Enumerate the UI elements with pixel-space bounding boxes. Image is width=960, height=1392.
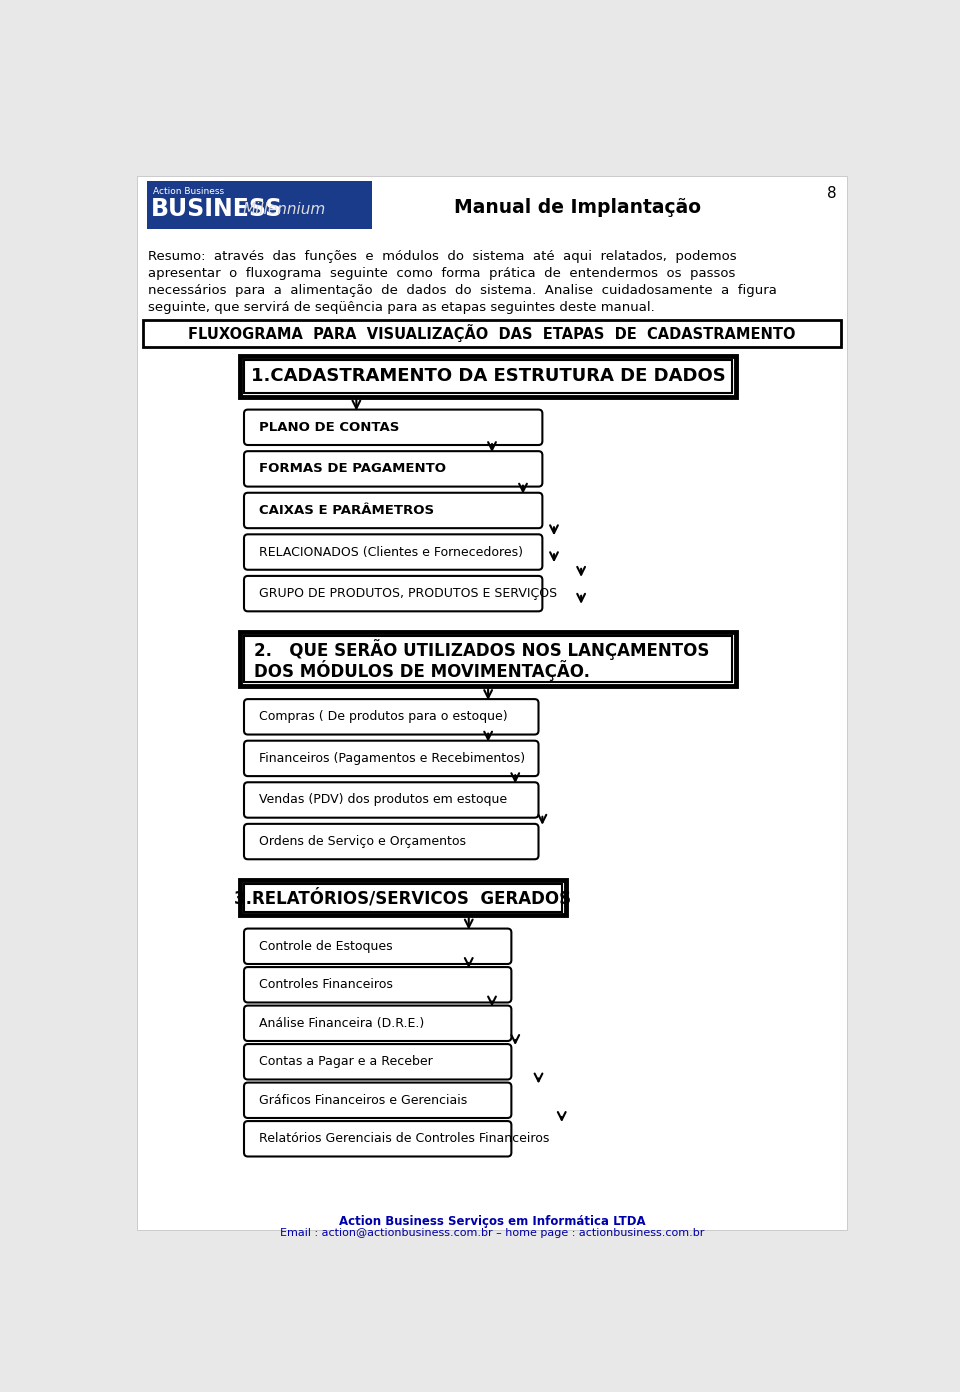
FancyBboxPatch shape [244,928,512,965]
FancyBboxPatch shape [244,361,732,393]
Text: DOS MÓDULOS DE MOVIMENTAÇÃO.: DOS MÓDULOS DE MOVIMENTAÇÃO. [254,660,590,681]
Text: Financeiros (Pagamentos e Recebimentos): Financeiros (Pagamentos e Recebimentos) [259,752,525,764]
FancyBboxPatch shape [244,824,539,859]
Text: Relatórios Gerenciais de Controles Financeiros: Relatórios Gerenciais de Controles Finan… [259,1132,549,1146]
Text: Gráficos Financeiros e Gerenciais: Gráficos Financeiros e Gerenciais [259,1094,467,1107]
FancyBboxPatch shape [244,699,539,735]
Text: Ordens de Serviço e Orçamentos: Ordens de Serviço e Orçamentos [259,835,466,848]
FancyBboxPatch shape [240,356,736,397]
Text: 1.CADASTRAMENTO DA ESTRUTURA DE DADOS: 1.CADASTRAMENTO DA ESTRUTURA DE DADOS [251,367,726,386]
Text: RELACIONADOS (Clientes e Fornecedores): RELACIONADOS (Clientes e Fornecedores) [259,546,523,558]
FancyBboxPatch shape [240,880,565,916]
Text: Email : action@actionbusiness.com.br – home page : actionbusiness.com.br: Email : action@actionbusiness.com.br – h… [279,1229,705,1239]
Text: Millennium: Millennium [243,202,325,217]
FancyBboxPatch shape [143,320,841,347]
Text: Action Business: Action Business [153,187,224,196]
Text: Manual de Implantação: Manual de Implantação [454,198,701,217]
FancyBboxPatch shape [244,451,542,487]
Text: Vendas (PDV) dos produtos em estoque: Vendas (PDV) dos produtos em estoque [259,793,507,806]
FancyBboxPatch shape [244,493,542,528]
Text: BUSINESS: BUSINESS [151,198,283,221]
Text: Controles Financeiros: Controles Financeiros [259,979,393,991]
FancyBboxPatch shape [244,636,732,682]
FancyBboxPatch shape [244,884,562,912]
FancyBboxPatch shape [244,1044,512,1079]
Text: 2.   QUE SERÃO UTILIZADOS NOS LANÇAMENTOS: 2. QUE SERÃO UTILIZADOS NOS LANÇAMENTOS [254,639,709,660]
Text: PLANO DE CONTAS: PLANO DE CONTAS [259,420,399,434]
FancyBboxPatch shape [244,782,539,817]
Text: apresentar  o  fluxograma  seguinte  como  forma  prática  de  entendermos  os  : apresentar o fluxograma seguinte como fo… [148,267,735,280]
Text: FLUXOGRAMA  PARA  VISUALIZAÇÃO  DAS  ETAPAS  DE  CADASTRAMENTO: FLUXOGRAMA PARA VISUALIZAÇÃO DAS ETAPAS … [188,324,796,342]
Text: FORMAS DE PAGAMENTO: FORMAS DE PAGAMENTO [259,462,445,476]
FancyBboxPatch shape [244,741,539,777]
Text: Action Business Serviços em Informática LTDA: Action Business Serviços em Informática … [339,1215,645,1228]
Text: Contas a Pagar e a Receber: Contas a Pagar e a Receber [259,1055,432,1068]
Text: seguinte, que servirá de seqüência para as etapas seguintes deste manual.: seguinte, que servirá de seqüência para … [148,301,655,315]
Text: 8: 8 [827,185,836,200]
FancyBboxPatch shape [244,1083,512,1118]
FancyBboxPatch shape [244,535,542,569]
Text: GRUPO DE PRODUTOS, PRODUTOS E SERVIÇOS: GRUPO DE PRODUTOS, PRODUTOS E SERVIÇOS [259,587,557,600]
Text: Compras ( De produtos para o estoque): Compras ( De produtos para o estoque) [259,710,507,724]
Text: Análise Financeira (D.R.E.): Análise Financeira (D.R.E.) [259,1016,424,1030]
FancyBboxPatch shape [244,1121,512,1157]
FancyBboxPatch shape [244,409,542,445]
FancyBboxPatch shape [240,632,736,686]
FancyBboxPatch shape [244,1005,512,1041]
Text: necessários  para  a  alimentação  de  dados  do  sistema.  Analise  cuidadosame: necessários para a alimentação de dados … [148,284,777,296]
FancyBboxPatch shape [137,177,847,1229]
Text: Resumo:  através  das  funções  e  módulos  do  sistema  até  aqui  relatados,  : Resumo: através das funções e módulos do… [148,251,736,263]
Text: Controle de Estoques: Controle de Estoques [259,940,393,952]
FancyBboxPatch shape [147,181,372,228]
FancyBboxPatch shape [244,967,512,1002]
Text: CAIXAS E PARÂMETROS: CAIXAS E PARÂMETROS [259,504,434,516]
FancyBboxPatch shape [244,576,542,611]
Text: 3.RELATÓRIOS/SERVICOS  GERADOS: 3.RELATÓRIOS/SERVICOS GERADOS [234,888,571,908]
